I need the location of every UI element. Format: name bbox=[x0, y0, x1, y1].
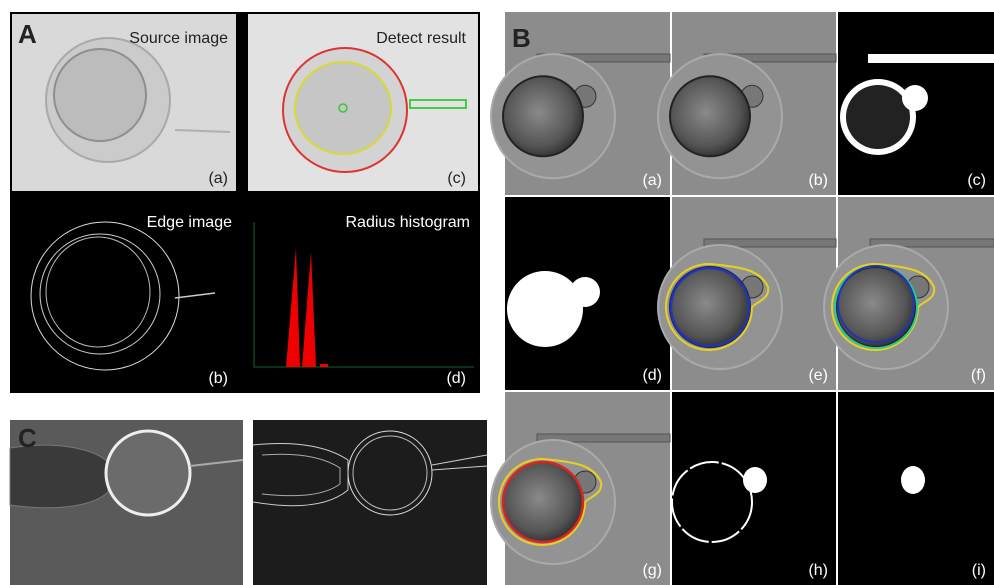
cell-mask bbox=[507, 271, 583, 347]
panel-a bbox=[10, 12, 480, 393]
image-title: Detect result bbox=[376, 30, 466, 47]
panel-c-shape bbox=[106, 431, 190, 515]
body-mask bbox=[570, 277, 600, 307]
body-mask bbox=[901, 466, 925, 494]
image-label: (g) bbox=[642, 562, 662, 579]
image-label: (f) bbox=[971, 367, 986, 384]
image-label: (e) bbox=[808, 367, 828, 384]
pipette-mask bbox=[868, 54, 994, 63]
panel-b: (a) (b) (c) (d) (e) (f) (g) (h) (i) bbox=[491, 12, 994, 585]
panel-c-shape bbox=[10, 445, 108, 508]
panel-a-shape bbox=[295, 62, 391, 154]
image-label: (d) bbox=[446, 370, 466, 387]
image-label: (c) bbox=[447, 170, 466, 187]
image-title: Source image bbox=[129, 30, 228, 47]
cell-mask bbox=[846, 85, 910, 149]
panel-a-shape bbox=[54, 49, 146, 141]
image-title: Radius histogram bbox=[346, 214, 471, 231]
image-label: (b) bbox=[808, 172, 828, 189]
image-label: (a) bbox=[208, 170, 228, 187]
panel-letter: C bbox=[18, 423, 37, 453]
image-title: Edge image bbox=[147, 214, 232, 231]
image-label: (h) bbox=[808, 562, 828, 579]
panel-letter: A bbox=[18, 19, 37, 49]
panel-a-shape bbox=[320, 364, 328, 367]
panel-a-shape bbox=[10, 193, 480, 200]
image-label: (a) bbox=[642, 172, 662, 189]
panel-a-shape bbox=[238, 12, 246, 393]
panel-letter: B bbox=[512, 23, 531, 53]
figure: A Source image (a) Edge image (b) Detect… bbox=[0, 0, 994, 585]
cell bbox=[670, 76, 750, 156]
image-label: (c) bbox=[967, 172, 986, 189]
panel-c bbox=[10, 420, 487, 585]
image-label: (i) bbox=[972, 562, 986, 579]
image-label: (d) bbox=[642, 367, 662, 384]
body-mask bbox=[902, 85, 928, 111]
panel-c-shape bbox=[253, 420, 487, 585]
image-label: (b) bbox=[208, 370, 228, 387]
cell bbox=[503, 76, 583, 156]
body-mask bbox=[743, 467, 767, 493]
